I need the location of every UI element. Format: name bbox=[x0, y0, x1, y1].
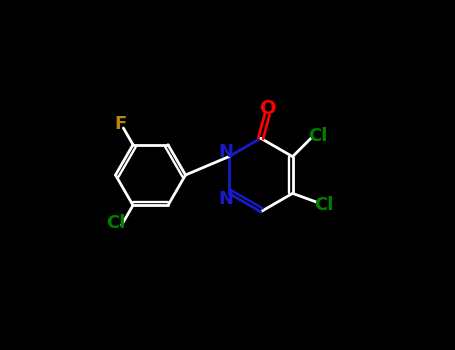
Text: N: N bbox=[218, 143, 233, 161]
Text: Cl: Cl bbox=[106, 214, 125, 232]
Text: Cl: Cl bbox=[308, 127, 327, 145]
Text: O: O bbox=[260, 99, 277, 118]
Text: N: N bbox=[218, 190, 233, 208]
Text: F: F bbox=[115, 115, 126, 133]
Text: Cl: Cl bbox=[314, 196, 333, 214]
